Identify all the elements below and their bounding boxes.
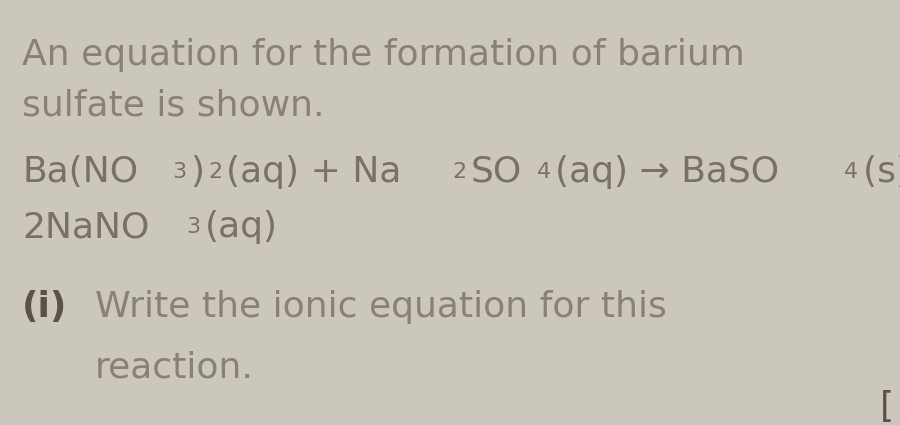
Text: Write the ionic equation for this: Write the ionic equation for this <box>95 290 667 324</box>
Text: [: [ <box>880 390 894 424</box>
Text: 4: 4 <box>844 162 859 182</box>
Text: 2: 2 <box>453 162 467 182</box>
Text: (aq) → BaSO: (aq) → BaSO <box>555 155 779 189</box>
Text: (i): (i) <box>22 290 68 324</box>
Text: 2NaNO: 2NaNO <box>22 210 149 244</box>
Text: sulfate is shown.: sulfate is shown. <box>22 88 325 122</box>
Text: reaction.: reaction. <box>95 350 254 384</box>
Text: (aq) + Na: (aq) + Na <box>227 155 401 189</box>
Text: 4: 4 <box>537 162 551 182</box>
Text: (s) +: (s) + <box>862 155 900 189</box>
Text: An equation for the formation of barium: An equation for the formation of barium <box>22 38 745 72</box>
Text: 2: 2 <box>208 162 222 182</box>
Text: Ba(NO: Ba(NO <box>22 155 138 189</box>
Text: (aq): (aq) <box>204 210 277 244</box>
Text: SO: SO <box>471 155 522 189</box>
Text: 3: 3 <box>186 217 201 237</box>
Text: 3: 3 <box>172 162 186 182</box>
Text: ): ) <box>190 155 204 189</box>
